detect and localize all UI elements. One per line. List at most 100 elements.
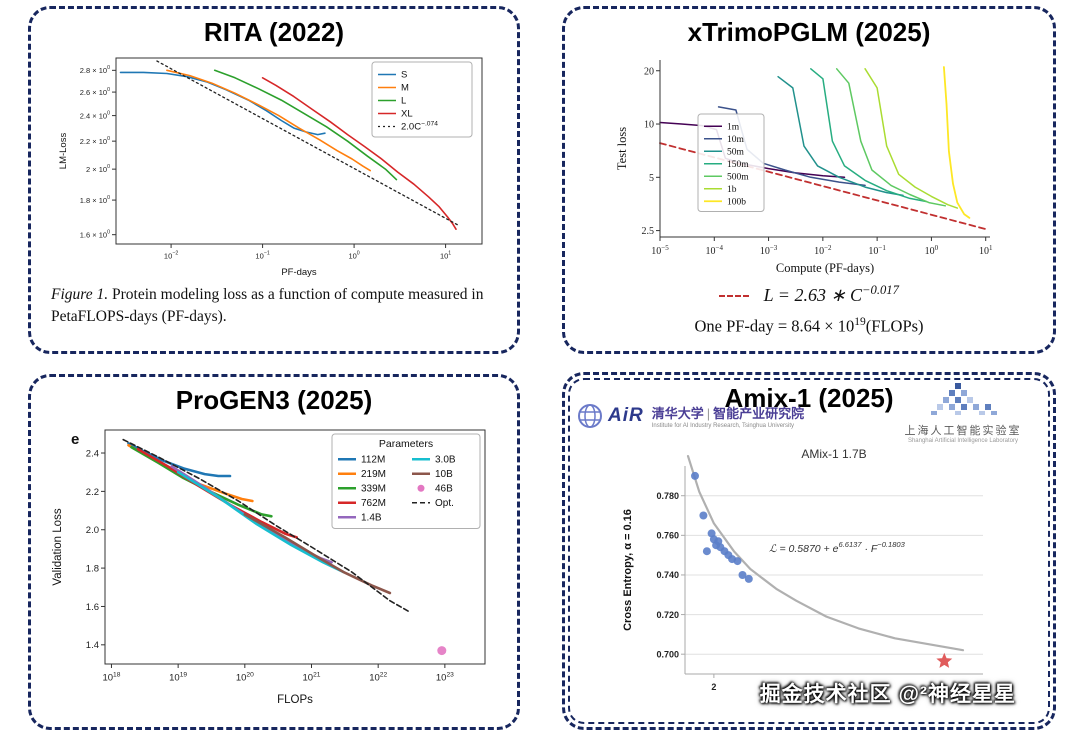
svg-text:Test loss: Test loss xyxy=(615,127,629,170)
svg-text:10m: 10m xyxy=(727,135,745,145)
air-tsinghua-logo: AiR 清华大学 | 智能产业研究院 Institute for AI Indust… xyxy=(577,403,804,429)
svg-text:2.4 × 100: 2.4 × 100 xyxy=(80,110,110,120)
svg-text:S: S xyxy=(401,70,407,81)
xtrimo-pfday-exp: 19 xyxy=(854,316,866,328)
xtrimo-panel: xTrimoPGLM (2025) 10−5 10−4 10−3 10−2 10−1 10… xyxy=(562,6,1056,354)
xtrimo-pfday-note: One PF-day = 8.64 × 1019(FLOPs) xyxy=(565,316,1053,337)
svg-text:1.8: 1.8 xyxy=(86,564,99,575)
svg-text:101: 101 xyxy=(440,251,451,261)
svg-text:2 × 100: 2 × 100 xyxy=(86,164,110,174)
shanghai-ai-lab-cn: 上海人工智能实验室 xyxy=(904,425,1022,437)
svg-text:2.0C−.074: 2.0C−.074 xyxy=(401,121,438,133)
svg-text:Compute (PF-days): Compute (PF-days) xyxy=(776,261,874,275)
svg-text:10: 10 xyxy=(644,120,654,131)
amix-panel: Amix-1 (2025) AiR 清华大学 | 智能产业研究院 Institute… xyxy=(562,372,1056,730)
svg-text:1021: 1021 xyxy=(303,672,321,684)
svg-text:500m: 500m xyxy=(727,172,749,182)
svg-text:10B: 10B xyxy=(435,469,453,480)
svg-text:1.4: 1.4 xyxy=(86,640,99,651)
air-globe-icon xyxy=(578,404,602,428)
rita-title: RITA (2022) xyxy=(203,17,345,47)
svg-text:101: 101 xyxy=(979,244,993,257)
svg-text:100b: 100b xyxy=(727,197,746,207)
progen-title: ProGEN3 (2025) xyxy=(175,385,373,415)
svg-text:M: M xyxy=(401,83,409,94)
svg-text:0.720: 0.720 xyxy=(656,610,679,620)
svg-text:0.700: 0.700 xyxy=(656,649,679,659)
progen-chart: 1018 1019 1020 1021 1022 1023 1.4 1.6 1.8 2.0 2.2 2… xyxy=(52,429,486,706)
svg-text:XL: XL xyxy=(401,109,413,120)
logo-separator: | xyxy=(706,406,711,421)
svg-text:1.6: 1.6 xyxy=(86,602,99,613)
svg-text:ℒ = 0.5870 + e6.6137 · F−0.180: ℒ = 0.5870 + e6.6137 · F−0.1803 xyxy=(769,540,906,555)
air-institute-cn: 智能产业研究院 xyxy=(713,406,805,421)
svg-text:20: 20 xyxy=(644,66,654,77)
rita-panel: RITA (2022) 10−2 10−1 100 101 1.6 × 100 1.8 ×… xyxy=(28,6,520,354)
xtrimo-chart: 10−5 10−4 10−3 10−2 10−1 100 101 2.5 5 10 20 Comput… xyxy=(615,60,993,275)
svg-text:10−1: 10−1 xyxy=(255,251,269,261)
red-dashed-line-sample xyxy=(719,295,750,297)
amix-title: Amix-1 (2025) xyxy=(724,383,894,413)
svg-text:100: 100 xyxy=(348,251,359,261)
shanghai-ai-lab-en: Shanghai Artificial Intelligence Laborat… xyxy=(907,438,1019,444)
svg-text:0.760: 0.760 xyxy=(656,531,679,541)
svg-text:1020: 1020 xyxy=(236,672,254,684)
svg-text:50m: 50m xyxy=(727,147,745,157)
svg-text:1.6 × 100: 1.6 × 100 xyxy=(80,229,110,239)
svg-text:2.8 × 100: 2.8 × 100 xyxy=(80,65,110,75)
svg-text:2.4: 2.4 xyxy=(86,448,99,459)
rita-caption-label: Figure 1. xyxy=(51,286,109,303)
svg-text:L: L xyxy=(401,96,406,107)
svg-text:1.8 × 100: 1.8 × 100 xyxy=(80,195,110,205)
xtrimo-formula: L = 2.63 ∗ C−0.017 xyxy=(565,283,1053,306)
svg-text:Validation Loss: Validation Loss xyxy=(52,508,64,585)
svg-text:10−1: 10−1 xyxy=(868,244,886,257)
svg-text:1022: 1022 xyxy=(369,672,387,684)
svg-text:339M: 339M xyxy=(361,483,386,494)
watermark: 掘金技术社区 @²神经星星 xyxy=(759,683,1016,706)
svg-text:0.740: 0.740 xyxy=(656,570,679,580)
svg-text:219M: 219M xyxy=(361,469,386,480)
svg-text:2.2 × 100: 2.2 × 100 xyxy=(80,136,110,146)
svg-text:10−4: 10−4 xyxy=(706,244,724,257)
svg-text:AMix-1 1.7B: AMix-1 1.7B xyxy=(801,447,866,461)
svg-text:PF-days: PF-days xyxy=(281,267,317,278)
svg-text:10−3: 10−3 xyxy=(760,244,778,257)
air-institute-en: Institute for AI Industry Research, Tsin… xyxy=(651,423,795,429)
svg-text:1m: 1m xyxy=(727,122,740,132)
svg-text:2: 2 xyxy=(711,682,716,692)
xtrimo-pfday-main: One PF-day = 8.64 × 10 xyxy=(694,316,855,336)
svg-text:3.0B: 3.0B xyxy=(435,454,456,465)
pixel-mountain-icon xyxy=(931,383,997,415)
svg-text:2.0: 2.0 xyxy=(86,525,99,536)
svg-text:e: e xyxy=(71,431,79,448)
svg-text:100: 100 xyxy=(925,244,939,257)
svg-text:1b: 1b xyxy=(727,185,737,195)
shanghai-ai-lab-logo: 上海人工智能实验室 Shanghai Artificial Intelligen… xyxy=(883,383,1043,444)
svg-text:2.6 × 100: 2.6 × 100 xyxy=(80,87,110,97)
rita-chart: 10−2 10−1 100 101 1.6 × 100 1.8 × 100 2 × 100 2… xyxy=(58,57,483,278)
xtrimo-formula-main: L = 2.63 ∗ C xyxy=(763,285,863,305)
svg-text:1019: 1019 xyxy=(169,672,187,684)
xtrimo-formula-exp: −0.017 xyxy=(862,283,899,297)
svg-text:1018: 1018 xyxy=(102,672,120,684)
amix-chart: 2 0.700 0.720 0.740 0.760 0.780 Cross Entropy,… xyxy=(622,447,983,692)
svg-text:1023: 1023 xyxy=(436,672,454,684)
svg-text:5: 5 xyxy=(649,173,654,184)
svg-text:46B: 46B xyxy=(435,483,453,494)
svg-text:112M: 112M xyxy=(361,454,385,465)
svg-text:0.780: 0.780 xyxy=(656,491,679,501)
xtrimo-pfday-tail: (FLOPs) xyxy=(865,316,924,336)
svg-text:1.4B: 1.4B xyxy=(361,512,382,523)
tsinghua-cn: 清华大学 xyxy=(651,406,704,421)
svg-text:LM-Loss: LM-Loss xyxy=(58,133,69,170)
rita-caption: Figure 1. Protein modeling loss as a fun… xyxy=(51,284,497,329)
air-logo-text: AiR xyxy=(608,405,644,426)
svg-text:Cross Entropy, α = 0.16: Cross Entropy, α = 0.16 xyxy=(622,509,634,631)
svg-text:2.2: 2.2 xyxy=(86,487,99,498)
svg-text:762M: 762M xyxy=(361,498,386,509)
svg-text:10−2: 10−2 xyxy=(814,244,832,257)
svg-text:2.5: 2.5 xyxy=(642,226,655,237)
rita-caption-text: Protein modeling loss as a function of c… xyxy=(51,286,484,326)
progen-panel: ProGEN3 (2025) 1018 1019 1020 1021 1022 1023 1… xyxy=(28,374,520,730)
